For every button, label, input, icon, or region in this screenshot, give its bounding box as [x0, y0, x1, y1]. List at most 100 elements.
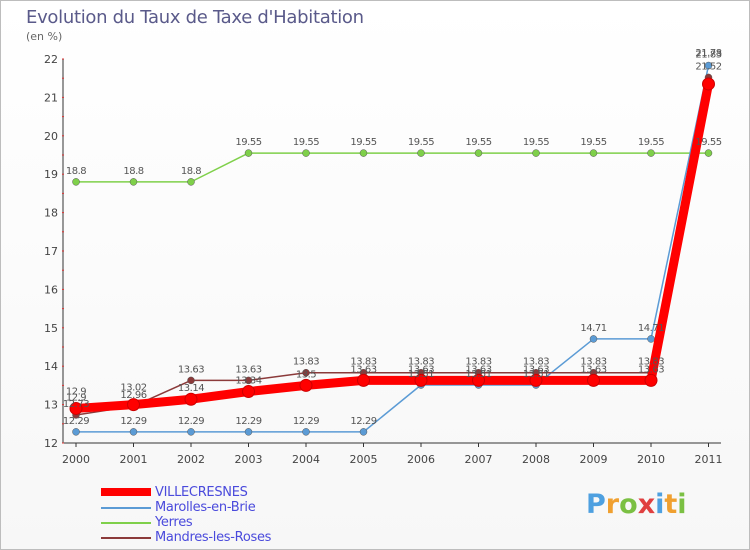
data-label: 19.55: [408, 137, 434, 148]
legend-label: Mandres-les-Roses: [155, 530, 272, 545]
logo-letter: i: [655, 489, 665, 520]
data-label: 19.55: [695, 137, 721, 148]
data-point: [704, 149, 713, 157]
data-point: [474, 149, 483, 157]
x-tick-label: 2000: [62, 453, 90, 466]
data-label: 13.63: [523, 364, 549, 375]
data-label: 13.83: [293, 357, 319, 368]
data-label: 13.63: [350, 364, 376, 375]
data-label: 13.63: [638, 364, 664, 375]
data-point: [302, 149, 310, 157]
logo-letter: o: [619, 489, 638, 520]
data-label: 12.29: [120, 416, 146, 427]
y-tick-label: 14: [44, 360, 58, 373]
data-point: [244, 149, 253, 157]
data-point: [244, 428, 253, 436]
x-tick-label: 2004: [292, 453, 320, 466]
data-label: 19.55: [580, 137, 606, 148]
y-tick-label: 15: [44, 322, 58, 335]
x-tick-label: 2002: [177, 453, 205, 466]
data-point: [472, 373, 485, 387]
logo-letter: x: [637, 489, 656, 520]
unit-label: (en %): [26, 30, 63, 43]
data-point: [187, 428, 195, 436]
y-tick-label: 17: [44, 245, 58, 258]
data-point: [589, 149, 598, 157]
data-label: 21.78: [695, 48, 721, 59]
data-label: 13.83: [350, 357, 376, 368]
data-point: [702, 77, 715, 91]
data-point: [532, 149, 540, 157]
logo-letter: i: [677, 489, 687, 520]
y-tick-label: 19: [44, 168, 58, 181]
y-tick-label: 12: [44, 437, 58, 450]
legend-swatch-villecresnes: [101, 488, 151, 496]
data-label: 13.51: [465, 369, 491, 380]
data-label: 19.55: [638, 137, 664, 148]
series-line-3: [75, 77, 710, 416]
data-label: 13.02: [120, 383, 146, 394]
data-label: 12.9: [66, 386, 86, 397]
data-label: 14.71: [638, 323, 664, 334]
data-point: [647, 335, 655, 343]
legend-label: Yerres: [155, 515, 193, 530]
data-label: 14.71: [580, 323, 606, 334]
data-label: 13.83: [638, 357, 664, 368]
data-label: 18.8: [66, 166, 86, 177]
x-tick-label: 2010: [637, 453, 665, 466]
data-label: 21.52: [695, 61, 721, 72]
data-point: [129, 178, 138, 186]
data-label: 12.73: [63, 399, 89, 410]
data-point: [299, 378, 313, 392]
data-point: [187, 376, 195, 385]
data-label: 13.83: [523, 357, 549, 368]
data-point: [359, 149, 368, 157]
data-label: 13.83: [465, 357, 491, 368]
data-label: 13.63: [465, 364, 491, 375]
data-point: [187, 178, 195, 186]
proxiti-logo: Proxiti: [586, 489, 687, 520]
y-tick-label: 21: [44, 91, 58, 104]
data-label: 12.29: [178, 416, 204, 427]
data-label: 18.8: [123, 166, 143, 177]
data-label: 12.9: [66, 392, 86, 403]
data-label: 18.8: [181, 166, 201, 177]
data-point: [704, 61, 713, 70]
data-point: [302, 368, 310, 377]
y-tick-label: 20: [44, 130, 58, 143]
data-point: [302, 428, 310, 436]
chart-title: Evolution du Taux de Taxe d'Habitation: [26, 7, 364, 28]
data-point: [414, 373, 428, 387]
data-label: 13.83: [580, 357, 606, 368]
data-label: 12.29: [235, 416, 261, 427]
data-label: 13.63: [178, 364, 204, 375]
data-label: 13.51: [408, 369, 434, 380]
data-label: 19.55: [465, 137, 491, 148]
y-tick-label: 13: [44, 399, 58, 412]
y-tick-label: 18: [44, 207, 58, 220]
legend-swatch-marolles: [101, 507, 151, 509]
logo-letter: P: [586, 489, 606, 520]
legend: VILLECRESNES Marolles-en-Brie Yerres Man…: [101, 485, 401, 545]
data-label: 12.29: [293, 416, 319, 427]
data-point: [647, 149, 655, 157]
logo-letter: t: [664, 489, 678, 520]
legend-swatch-yerres: [101, 522, 151, 524]
legend-item: VILLECRESNES: [101, 485, 401, 500]
data-label: 12.29: [63, 416, 89, 427]
data-point: [529, 373, 543, 387]
series-line-2: [76, 152, 709, 183]
data-label: 12.96: [120, 390, 146, 401]
data-label: 13.83: [408, 357, 434, 368]
data-label: 19.55: [235, 137, 261, 148]
y-tick-label: 22: [44, 53, 58, 66]
legend-item: Yerres: [101, 515, 401, 530]
data-label: 19.55: [523, 137, 549, 148]
data-label: 13.14: [178, 383, 204, 394]
data-point: [127, 398, 140, 412]
x-tick-label: 2005: [350, 453, 378, 466]
data-point: [587, 373, 600, 387]
data-label: 13.51: [523, 369, 549, 380]
x-tick-label: 2003: [235, 453, 263, 466]
legend-swatch-mandres: [101, 537, 151, 539]
